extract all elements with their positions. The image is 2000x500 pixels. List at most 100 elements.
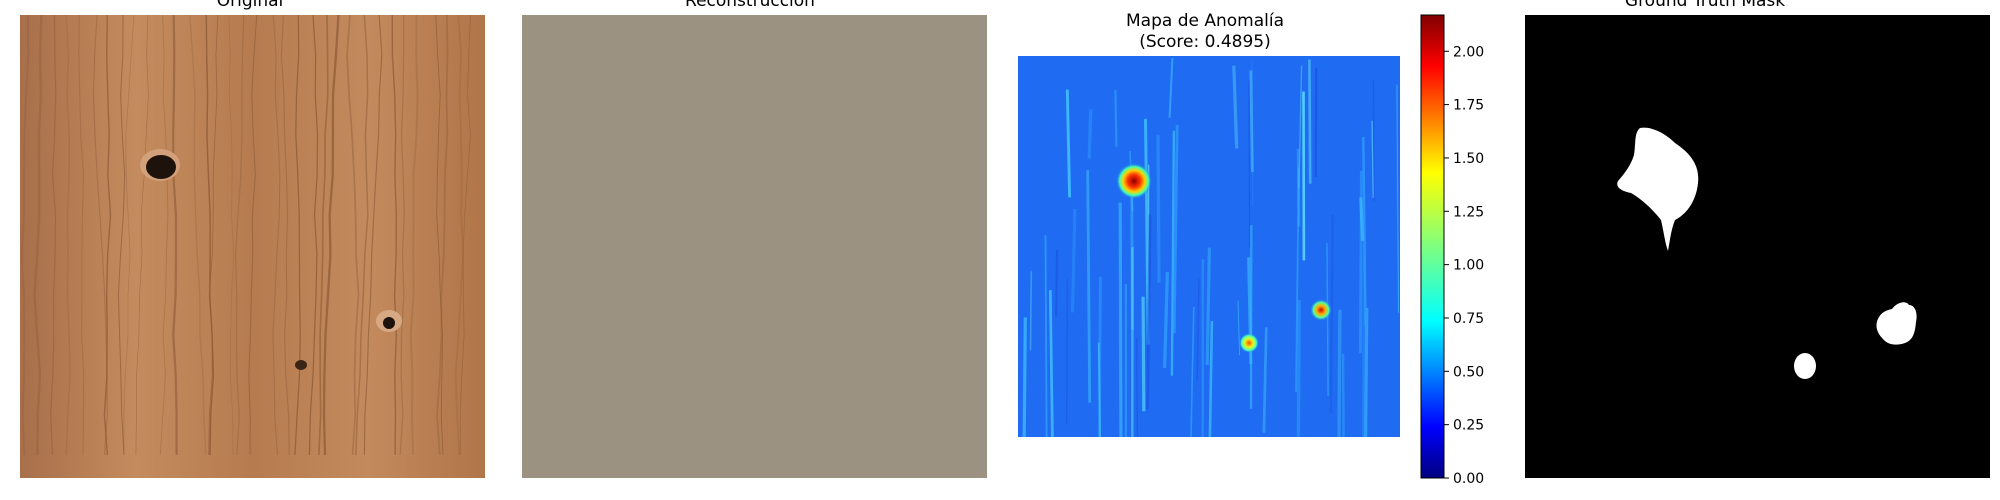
grain-line bbox=[391, 15, 398, 456]
reconstruction-fill bbox=[522, 15, 987, 478]
heatmap-streak bbox=[1359, 197, 1365, 242]
heatmap-streak bbox=[1070, 208, 1077, 313]
hotspot-upper-left bbox=[1116, 163, 1152, 199]
heatmap-streak bbox=[1296, 300, 1301, 437]
grain-line bbox=[454, 15, 464, 456]
grain-line bbox=[208, 15, 219, 456]
grain-line bbox=[459, 15, 471, 456]
colorbar-tick-label: 0.25 bbox=[1453, 418, 1484, 434]
heatmap-streak bbox=[1205, 247, 1211, 365]
grain-line bbox=[318, 15, 329, 456]
hotspot-lower-middle bbox=[1239, 333, 1259, 353]
grain-line bbox=[50, 15, 57, 456]
grain-line bbox=[363, 15, 383, 456]
grain-line bbox=[135, 15, 149, 456]
grain-line bbox=[117, 15, 126, 456]
anomaly-heatmap bbox=[1018, 56, 1400, 437]
heatmap-streak bbox=[1114, 89, 1118, 147]
heatmap-streak bbox=[1146, 214, 1152, 410]
heatmap-streak bbox=[1362, 137, 1367, 327]
grain-line bbox=[172, 15, 178, 455]
mask-title: Ground Truth Mask bbox=[1624, 0, 1786, 11]
colorbar-tick-label: 1.75 bbox=[1453, 98, 1484, 114]
mask-region-3 bbox=[1794, 353, 1816, 379]
colorbar-gradient bbox=[1420, 14, 1445, 479]
heatmap-streak bbox=[1341, 353, 1345, 437]
heatmap-streak bbox=[1337, 309, 1342, 437]
colorbar-ticks: 0.00 0.25 0.50 0.75 1.00 1.25 1.50 1.75 2.00 bbox=[1444, 44, 1484, 487]
grain-line bbox=[294, 15, 301, 456]
heatmap-streak bbox=[1364, 307, 1369, 437]
heatmap-streak bbox=[1298, 65, 1303, 189]
mask-region-1 bbox=[1617, 127, 1699, 251]
heatmap-streak bbox=[1118, 202, 1123, 437]
grain-line bbox=[346, 15, 360, 456]
heatmap-streak bbox=[1086, 170, 1092, 403]
heatmap-streak bbox=[1208, 320, 1214, 437]
grain-line bbox=[103, 15, 112, 456]
heatmap-streak bbox=[1087, 109, 1093, 159]
wood-grain bbox=[20, 15, 471, 456]
knot-1 bbox=[146, 155, 176, 179]
hotspot-right bbox=[1310, 299, 1332, 321]
grain-line bbox=[20, 15, 30, 456]
heatmap-background bbox=[1018, 56, 1400, 437]
knot-3 bbox=[295, 360, 307, 370]
original-title: Original bbox=[216, 0, 284, 11]
heatmap-streak bbox=[1295, 167, 1300, 392]
grain-line bbox=[123, 15, 135, 455]
grain-line bbox=[33, 15, 43, 456]
grain-line bbox=[159, 15, 169, 456]
heatmap-streak bbox=[1249, 70, 1254, 173]
heatmap-streak bbox=[1248, 80, 1251, 248]
heatmap-streak bbox=[1326, 242, 1329, 397]
heatmap-streak bbox=[1029, 271, 1033, 351]
colorbar-tick-label: 0.75 bbox=[1453, 311, 1484, 327]
heatmap-streak bbox=[1055, 249, 1059, 317]
grain-line bbox=[355, 15, 369, 456]
colorbar: 0.00 0.25 0.50 0.75 1.00 1.25 1.50 1.75 2.00 bbox=[1420, 14, 1510, 488]
wood-background bbox=[20, 15, 485, 478]
grain-line bbox=[65, 15, 71, 456]
heatmap-streak bbox=[1396, 84, 1400, 313]
heatmap-streak bbox=[1168, 57, 1174, 118]
grain-line bbox=[248, 15, 258, 456]
mask-region-2 bbox=[1876, 302, 1917, 345]
heatmap-streak bbox=[1097, 342, 1102, 437]
heatmap-streak bbox=[1296, 148, 1301, 227]
heatmap-streak bbox=[1372, 80, 1375, 202]
original-image bbox=[20, 15, 485, 478]
colorbar-tick-label: 1.25 bbox=[1453, 204, 1484, 220]
grain-line bbox=[409, 15, 419, 456]
reconstruction-image bbox=[522, 15, 987, 478]
grain-line bbox=[205, 15, 215, 456]
heatmap-streak bbox=[1170, 130, 1176, 376]
heatmap-streak bbox=[1232, 65, 1239, 149]
grain-line bbox=[436, 15, 449, 456]
heatmap-streak bbox=[1308, 59, 1312, 184]
grain-line bbox=[272, 15, 281, 456]
grain-line bbox=[399, 15, 405, 456]
colorbar-tick-label: 1.00 bbox=[1453, 258, 1484, 274]
colorbar-tick-label: 1.50 bbox=[1453, 151, 1484, 167]
mask-background bbox=[1525, 15, 1990, 478]
grain-line bbox=[234, 15, 245, 456]
heatmap-streak bbox=[1262, 327, 1268, 433]
knot-2 bbox=[383, 317, 395, 329]
heatmap-streak bbox=[1172, 124, 1179, 334]
anomaly-title-line1: Mapa de Anomalía bbox=[1126, 11, 1284, 31]
heatmap-streak bbox=[1371, 120, 1374, 198]
heatmap-streak bbox=[1362, 244, 1366, 437]
colorbar-tick-label: 0.00 bbox=[1453, 471, 1484, 487]
heatmap-streak bbox=[1048, 290, 1054, 437]
grain-line bbox=[322, 15, 340, 456]
reconstruction-title: Reconstrucción bbox=[685, 0, 815, 11]
heatmap-streak bbox=[1156, 134, 1161, 283]
heatmap-streak bbox=[1329, 214, 1334, 414]
ground-truth-mask bbox=[1525, 15, 1990, 478]
heatmap-streak bbox=[1022, 317, 1027, 437]
grain-line bbox=[308, 15, 319, 456]
heatmap-streak bbox=[1237, 300, 1241, 356]
heatmap-streak bbox=[1162, 272, 1170, 368]
grain-line bbox=[228, 15, 234, 456]
